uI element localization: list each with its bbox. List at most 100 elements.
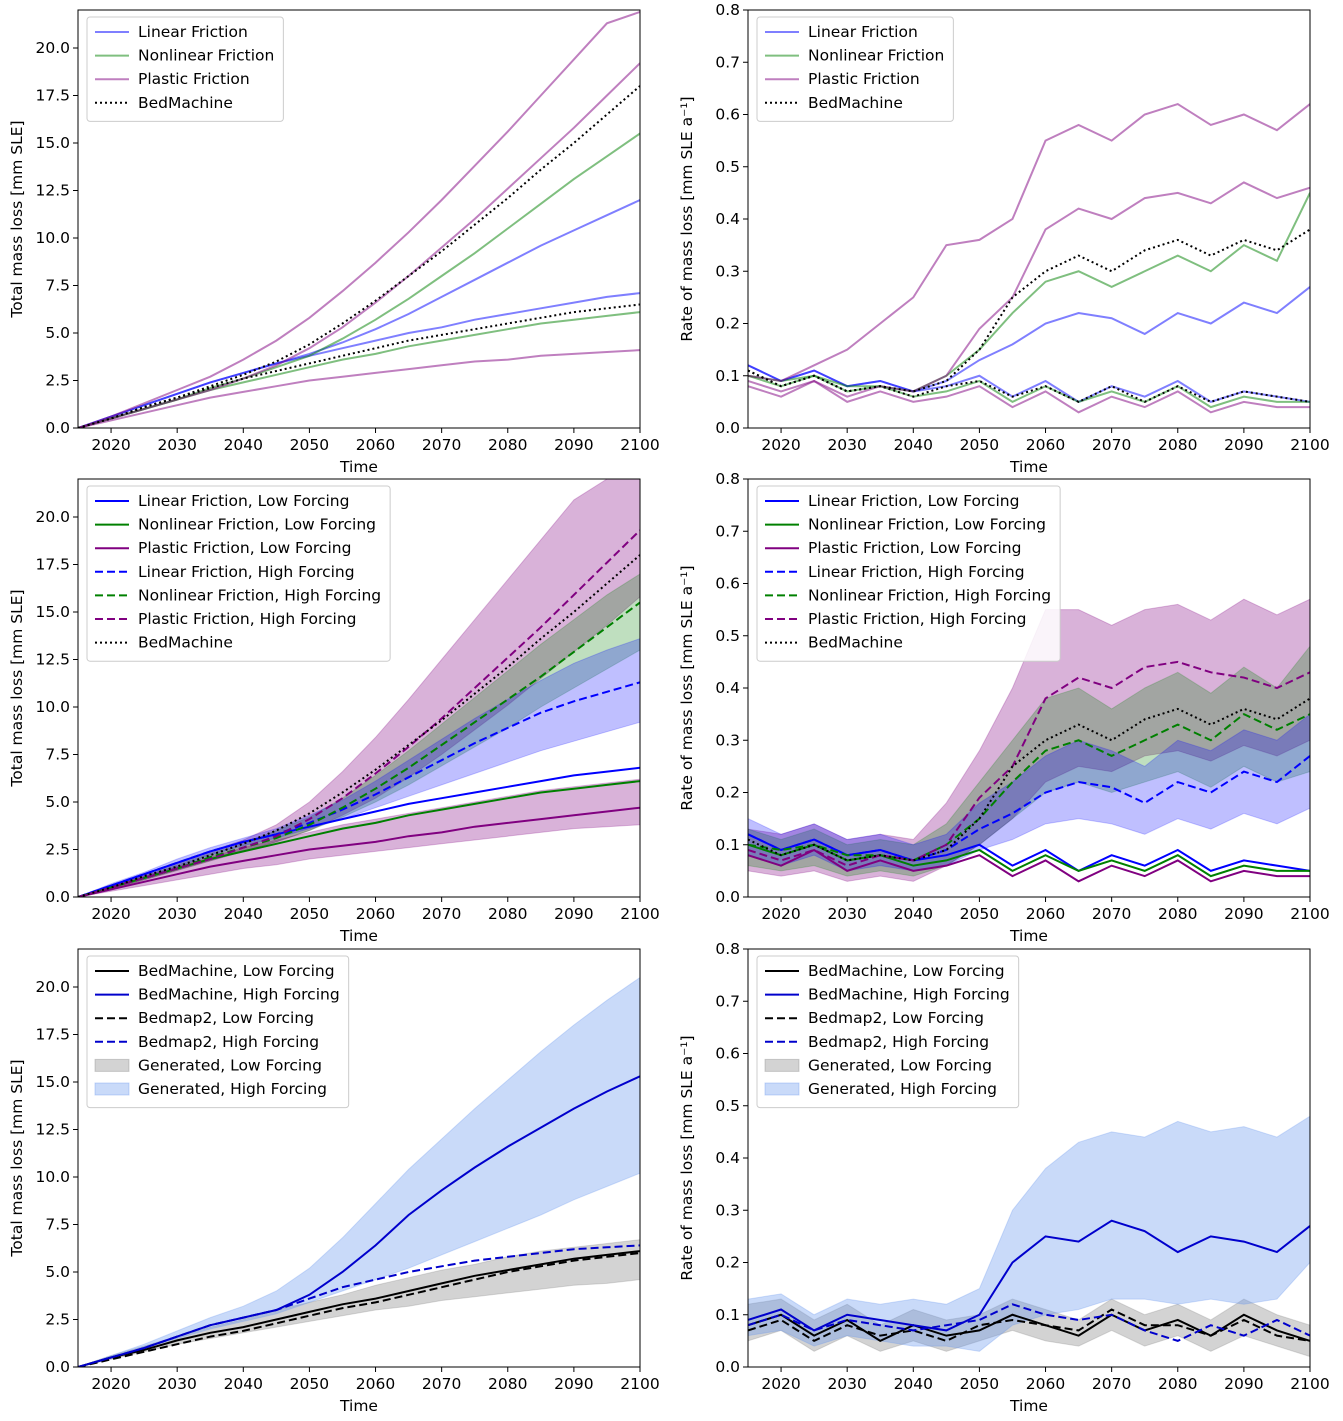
y-tick-label: 0.7 [715, 992, 740, 1010]
band [78, 976, 640, 1367]
x-tick-label: 2050 [290, 436, 329, 454]
x-tick-label: 2050 [290, 905, 329, 923]
y-axis-label: Rate of mass loss [mm SLE a⁻¹] [678, 96, 696, 341]
legend-label: BedMachine, High Forcing [808, 986, 1010, 1004]
legend-label: Nonlinear Friction [808, 47, 944, 65]
y-tick-label: 12.5 [35, 1121, 70, 1139]
legend: Linear Friction, Low Forcing Nonlinear Fr… [86, 485, 391, 662]
x-tick-label: 2060 [1026, 905, 1065, 923]
band [748, 598, 1310, 882]
series-line [748, 1219, 1310, 1332]
series-line [78, 681, 640, 897]
series-line [78, 806, 640, 897]
legend-label: BedMachine [138, 634, 233, 652]
y-tick-label: 0.2 [715, 1254, 740, 1272]
legend-label: Plastic Friction [138, 70, 250, 88]
legend-label: Nonlinear Friction, High Forcing [808, 586, 1051, 604]
y-tick-label: 0.6 [715, 106, 740, 124]
series-line [748, 1308, 1310, 1343]
x-tick-label: 2100 [1290, 905, 1329, 923]
x-tick-label: 2090 [1224, 905, 1263, 923]
series-line [78, 1244, 640, 1367]
legend-label: Plastic Friction, Low Forcing [808, 539, 1021, 557]
series-line [748, 286, 1310, 393]
series-line [748, 848, 1310, 883]
y-tick-label: 0.5 [715, 1097, 740, 1115]
legend-label: Bedmap2, Low Forcing [808, 1009, 984, 1027]
legend-patch [764, 1082, 800, 1096]
legend-label: Bedmap2, High Forcing [138, 1033, 319, 1051]
band [748, 1298, 1310, 1358]
y-tick-label: 20.0 [35, 978, 70, 996]
series-line [748, 697, 1310, 862]
legend: Linear Friction Nonlinear Friction Plastic… [86, 16, 284, 122]
y-tick-label: 0.0 [715, 1358, 740, 1376]
y-tick-label: 0.0 [715, 888, 740, 906]
legend-label: Generated, Low Forcing [808, 1056, 992, 1074]
y-tick-label: 0.0 [715, 419, 740, 437]
y-axis-label: Total mass loss [mm SLE] [8, 120, 26, 318]
series-line [78, 1252, 640, 1367]
legend-box [86, 485, 391, 662]
x-axis-label: Time [1009, 1397, 1048, 1415]
plot-area [78, 10, 640, 428]
legend-box [86, 16, 284, 122]
x-tick-label: 2080 [488, 436, 527, 454]
legend-box [756, 16, 954, 122]
y-tick-label: 0.5 [715, 158, 740, 176]
x-tick-label: 2070 [422, 1375, 461, 1393]
x-tick-label: 2030 [827, 436, 866, 454]
y-tick-label: 7.5 [45, 1216, 70, 1234]
y-tick-label: 0.3 [715, 731, 740, 749]
legend-label: BedMachine [808, 94, 903, 112]
band [78, 573, 640, 897]
legend-patch [94, 1058, 130, 1072]
legend: Linear Friction Nonlinear Friction Plastic… [756, 16, 954, 122]
series-line [748, 755, 1310, 862]
y-tick-label: 5.0 [45, 793, 70, 811]
x-tick-label: 2050 [960, 905, 999, 923]
legend-label: Generated, High Forcing [808, 1080, 997, 1098]
series-line [78, 349, 640, 428]
y-tick-label: 0.1 [715, 836, 740, 854]
series-line [748, 228, 1310, 393]
series-line [748, 379, 1310, 414]
y-tick-label: 0.3 [715, 1201, 740, 1219]
series-line [78, 1250, 640, 1367]
legend: Linear Friction, Low Forcing Nonlinear Fr… [756, 485, 1061, 662]
plot-area [748, 1115, 1310, 1358]
y-tick-label: 0.8 [715, 470, 740, 488]
x-tick-label: 2030 [827, 1375, 866, 1393]
y-tick-label: 0.1 [715, 1306, 740, 1324]
series-line [78, 554, 640, 897]
legend-label: Generated, High Forcing [138, 1080, 327, 1098]
series-line [78, 85, 640, 428]
legend-label: Bedmap2, High Forcing [808, 1033, 989, 1051]
y-tick-label: 0.6 [715, 1045, 740, 1063]
x-axis-label: Time [1009, 458, 1048, 476]
x-tick-label: 2020 [761, 436, 800, 454]
x-tick-label: 2090 [1224, 1375, 1263, 1393]
x-tick-label: 2040 [224, 436, 263, 454]
legend-box [756, 955, 1020, 1109]
x-tick-label: 2100 [620, 905, 659, 923]
y-tick-label: 15.0 [35, 603, 70, 621]
y-axis-label: Total mass loss [mm SLE] [8, 589, 26, 787]
legend-label: BedMachine [138, 94, 233, 112]
y-tick-label: 5.0 [45, 324, 70, 342]
x-tick-label: 2060 [1026, 436, 1065, 454]
x-tick-label: 2090 [1224, 436, 1263, 454]
series-line [748, 660, 1310, 867]
legend-label: BedMachine, Low Forcing [808, 962, 1005, 980]
y-tick-label: 10.0 [35, 229, 70, 247]
y-axis-label: Rate of mass loss [mm SLE a⁻¹] [678, 565, 696, 810]
y-tick-label: 7.5 [45, 277, 70, 295]
axes-frame [77, 9, 641, 429]
y-tick-label: 2.5 [45, 372, 70, 390]
legend-label: Bedmap2, Low Forcing [138, 1009, 314, 1027]
x-tick-label: 2070 [1092, 905, 1131, 923]
y-tick-label: 0.0 [45, 1358, 70, 1376]
series-line [78, 132, 640, 428]
